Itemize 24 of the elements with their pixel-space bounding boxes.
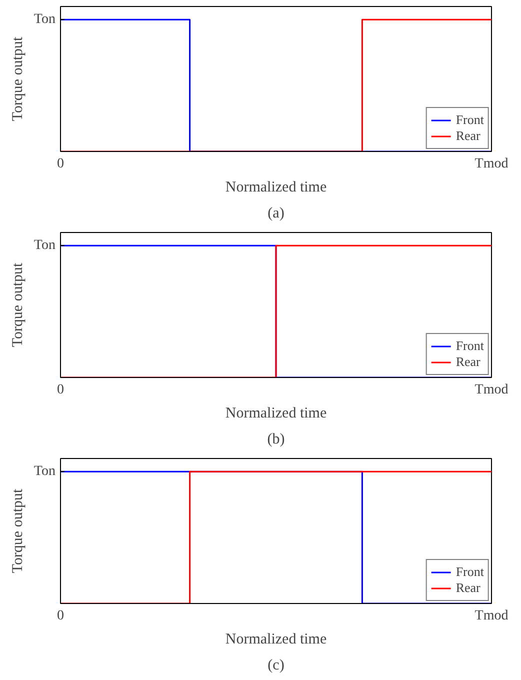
text: (b) bbox=[267, 432, 285, 448]
text: Ton bbox=[34, 464, 56, 480]
legend-label: Front bbox=[456, 338, 484, 354]
x-tick-label: 0 bbox=[57, 608, 64, 624]
x-tick-label: Tmod bbox=[474, 608, 508, 624]
x-tick-label: 0 bbox=[57, 156, 64, 172]
legend-label: Front bbox=[456, 112, 484, 128]
y-axis-title: Torque output bbox=[10, 262, 26, 348]
legend-label: Rear bbox=[456, 580, 480, 596]
legend-label: Rear bbox=[456, 128, 480, 144]
x-axis-title: Normalized time bbox=[225, 180, 327, 196]
x-tick-label: Tmod bbox=[474, 382, 508, 398]
text: Ton bbox=[34, 238, 56, 254]
x-tick-label: 0 bbox=[57, 382, 64, 398]
x-axis-title: Normalized time bbox=[225, 632, 327, 648]
x-tick-label: Tmod bbox=[474, 156, 508, 172]
text: (a) bbox=[268, 206, 284, 222]
text: (c) bbox=[268, 658, 284, 674]
legend-label: Front bbox=[456, 564, 484, 580]
legend-label: Rear bbox=[456, 354, 480, 370]
y-axis-title: Torque output bbox=[10, 36, 26, 122]
text: Ton bbox=[34, 12, 56, 28]
y-axis-title: Torque output bbox=[10, 488, 26, 574]
x-axis-title: Normalized time bbox=[225, 406, 327, 422]
